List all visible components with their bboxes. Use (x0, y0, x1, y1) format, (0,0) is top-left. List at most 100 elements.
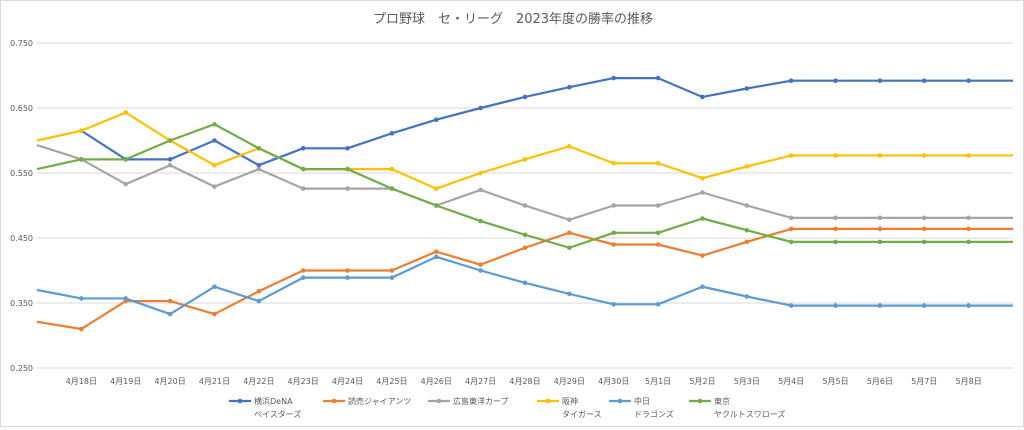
data-point (788, 303, 794, 308)
data-point (833, 226, 838, 232)
data-point (433, 254, 439, 260)
y-tick-label: 0.750 (10, 39, 33, 48)
data-point (966, 153, 971, 158)
grid-layer (37, 42, 1013, 369)
data-point (256, 146, 262, 151)
data-point (833, 215, 838, 221)
y-tick-label: 0.450 (10, 234, 33, 243)
x-tick-label: 4月28日 (509, 377, 540, 386)
series-line-group (36, 121, 1013, 251)
data-point (700, 175, 705, 181)
series-line-group (79, 75, 1013, 168)
data-point (389, 166, 395, 172)
x-tick-label: 5月4日 (778, 377, 804, 386)
data-point (966, 239, 971, 245)
data-point (212, 311, 217, 317)
data-point (478, 105, 483, 111)
legend-label: 中日 (634, 396, 650, 406)
data-point (567, 84, 572, 90)
data-point (300, 146, 306, 151)
data-point (123, 296, 129, 301)
data-point (345, 146, 350, 151)
data-point (522, 94, 528, 100)
data-point (833, 239, 838, 245)
x-tick-label: 4月20日 (154, 377, 185, 386)
data-point (256, 298, 262, 304)
legend-label-line2: ドラゴンズ (634, 409, 674, 419)
data-point (433, 203, 439, 208)
data-point (433, 249, 439, 254)
y-tick-label: 0.350 (10, 299, 33, 308)
x-tick-label: 4月18日 (66, 377, 97, 386)
legend-marker (237, 398, 243, 404)
data-point (433, 117, 439, 122)
data-point (79, 326, 84, 332)
data-point (522, 203, 528, 208)
legend-item: 広島東洋カープ (428, 396, 509, 406)
data-point (212, 121, 217, 127)
x-tick-label: 4月27日 (465, 377, 496, 386)
data-point (877, 226, 883, 232)
legend-marker (331, 398, 337, 404)
data-point (167, 298, 173, 304)
legend-label: 横浜DeNA (254, 396, 293, 406)
x-tick-label: 4月23日 (288, 377, 319, 386)
data-point (921, 215, 927, 221)
data-point (123, 181, 129, 187)
series-line (80, 76, 1013, 167)
legend-marker (617, 398, 623, 404)
legend-label: 東京 (714, 396, 730, 406)
x-tick-label: 5月5日 (822, 377, 848, 386)
data-point (567, 217, 572, 223)
data-point (79, 296, 84, 301)
data-point (877, 303, 883, 308)
data-point (345, 166, 350, 172)
data-point (788, 239, 794, 245)
data-point (611, 302, 617, 307)
data-point (921, 303, 927, 308)
series-line (36, 227, 1013, 331)
data-point (300, 166, 306, 172)
data-point (433, 186, 439, 191)
data-point (966, 226, 971, 232)
x-tick-label: 5月2日 (689, 377, 715, 386)
legend-label: 広島東洋カープ (453, 396, 509, 406)
data-point (788, 226, 794, 232)
data-point (256, 289, 262, 294)
data-point (966, 215, 971, 221)
legend-marker (436, 398, 442, 404)
data-point (79, 128, 84, 134)
data-point (123, 157, 129, 162)
series-line-group (36, 144, 1013, 223)
data-point (389, 268, 395, 273)
data-point (478, 170, 483, 176)
y-tick-label: 0.650 (10, 104, 33, 113)
legend-label-line2: タイガース (562, 409, 602, 419)
data-point (212, 184, 217, 189)
y-axis: 0.250 0.350 0.450 0.550 0.650 0.750 (10, 39, 33, 373)
x-tick-label: 4月21日 (199, 377, 230, 386)
x-axis: 4月18日 4月19日 4月20日 4月21日 4月22日 4月23日 4月24日 4月25日… (66, 377, 982, 386)
data-point (921, 153, 927, 158)
data-point (744, 227, 750, 233)
x-tick-label: 4月24日 (332, 377, 363, 386)
data-point (700, 94, 705, 100)
data-point (700, 253, 705, 258)
data-point (345, 268, 350, 273)
x-tick-label: 4月30日 (598, 377, 629, 386)
data-point (700, 190, 705, 195)
y-tick-label: 0.550 (10, 169, 33, 178)
data-point (877, 78, 883, 83)
series-line (36, 111, 1013, 190)
data-point (478, 218, 483, 224)
data-point (655, 302, 661, 307)
data-point (921, 78, 927, 83)
x-tick-label: 4月29日 (554, 377, 585, 386)
data-point (478, 262, 483, 267)
